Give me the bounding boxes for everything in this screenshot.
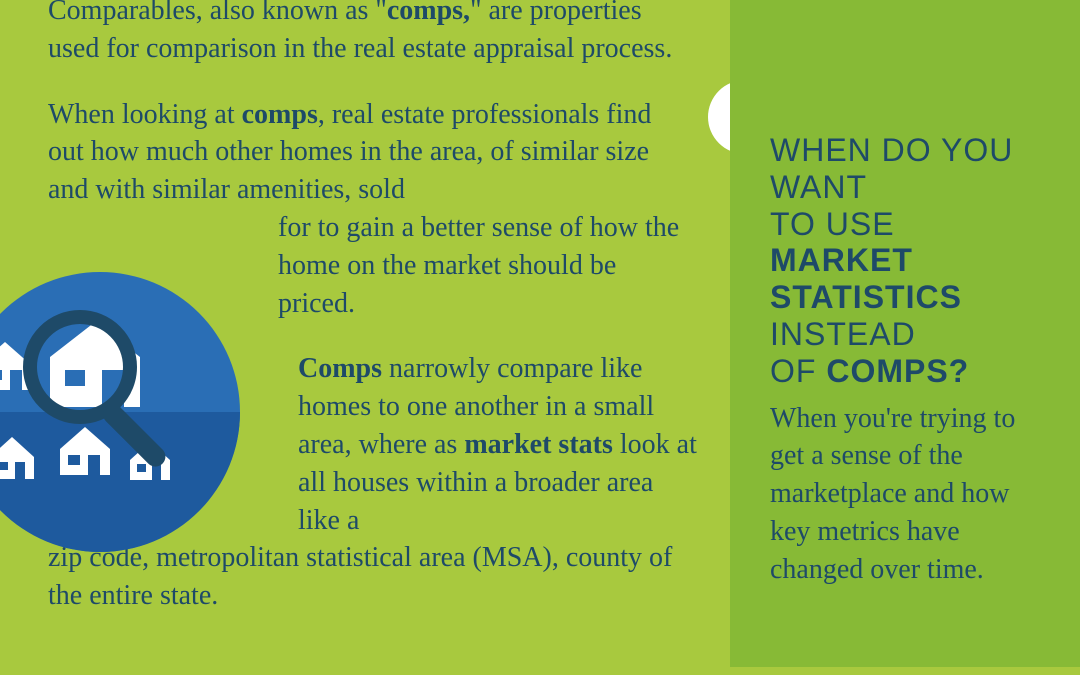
h-ln3b: INSTEAD [770, 316, 916, 352]
paragraph-1: Comparables, also known as "comps," are … [48, 0, 688, 68]
sidebar: WHEN DO YOU WANT TO USE MARKET STATISTIC… [730, 0, 1080, 667]
sidebar-heading: WHEN DO YOU WANT TO USE MARKET STATISTIC… [770, 132, 1040, 390]
houses-svg [0, 242, 270, 582]
p3-bold1: Comps [298, 353, 382, 384]
h-ln3a: STATISTICS [770, 279, 962, 315]
paragraph-2a: When looking at comps, real estate profe… [48, 96, 688, 209]
h-ln2b: MARKET [770, 242, 913, 278]
p1-bold: comps, [387, 0, 470, 26]
h-ln4a: OF [770, 353, 826, 389]
p2-bold: comps [242, 99, 318, 130]
sidebar-body: When you're trying to get a sense of the… [770, 400, 1040, 589]
h-ln1: WHEN DO YOU WANT [770, 132, 1013, 205]
h-ln2a: TO USE [770, 206, 895, 242]
p2-pre: When looking at [48, 99, 242, 130]
p3-bold2: market stats [464, 429, 613, 460]
p1-pre: Comparables, also known as " [48, 0, 387, 26]
house-icon [0, 437, 34, 479]
house-icon [60, 427, 110, 475]
h-ln4b: COMPS? [826, 353, 969, 389]
comps-graphic [0, 272, 240, 552]
